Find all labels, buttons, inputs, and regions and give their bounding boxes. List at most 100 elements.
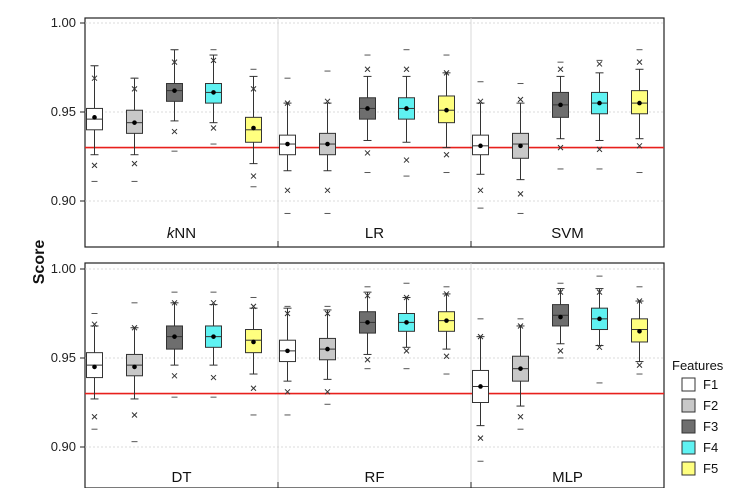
legend: Features F1 F2 F3 F4 F5	[672, 358, 724, 476]
outlier-marker	[477, 187, 484, 194]
mean-point	[172, 334, 177, 339]
legend-swatch-f5	[681, 461, 696, 476]
mean-point	[444, 318, 449, 323]
legend-swatch-f4	[681, 440, 696, 455]
outlier-marker	[210, 57, 217, 64]
model-label-rf: RF	[365, 469, 385, 486]
mean-point	[325, 346, 330, 352]
outlier-marker	[171, 59, 178, 66]
legend-title: Features	[672, 358, 724, 373]
outlier-marker	[91, 321, 98, 328]
mean-point	[251, 125, 256, 131]
legend-label-f5: F5	[703, 461, 718, 476]
outlier-marker	[324, 388, 331, 395]
model-label-italic-part: k	[167, 225, 176, 242]
legend-label-f1: F1	[703, 377, 718, 392]
outlier-marker	[443, 291, 450, 297]
mean-point	[92, 115, 97, 120]
legend-swatch-f2	[681, 398, 696, 413]
outlier-marker	[517, 323, 524, 329]
outlier-marker	[596, 289, 603, 295]
model-label-rest-part: NN	[174, 225, 196, 242]
outlier-marker	[91, 413, 98, 420]
outlier-marker	[364, 292, 371, 299]
mean-point	[478, 384, 483, 389]
mean-point	[172, 88, 177, 93]
outlier-marker	[443, 353, 450, 360]
outlier-marker	[171, 372, 178, 379]
outlier-marker	[324, 187, 331, 194]
outlier-marker	[284, 100, 291, 106]
outlier-marker	[477, 333, 484, 340]
mean-point	[444, 107, 449, 113]
outlier-marker	[477, 98, 484, 105]
y-tick-label: 0.95	[51, 350, 76, 365]
mean-point	[637, 329, 642, 334]
outlier-marker	[324, 310, 331, 317]
outlier-marker	[403, 66, 410, 73]
legend-label-f4: F4	[703, 440, 718, 455]
panel-frame	[84, 17, 665, 248]
mean-point	[132, 364, 137, 370]
outlier-marker	[250, 86, 257, 92]
legend-swatch-f3	[681, 419, 696, 434]
mean-point	[211, 90, 216, 95]
y-tick-label: 0.95	[51, 104, 76, 119]
legend-swatch-f1	[681, 377, 696, 392]
outlier-marker	[284, 388, 291, 395]
outlier-marker	[210, 374, 217, 381]
outlier-marker	[364, 150, 371, 156]
mean-point	[518, 366, 523, 371]
outlier-marker	[284, 187, 291, 194]
mean-point	[478, 143, 483, 149]
model-label-mlp: MLP	[552, 469, 583, 486]
outlier-marker	[557, 66, 564, 73]
mean-point	[325, 141, 330, 147]
mean-point	[637, 100, 642, 106]
mean-point	[558, 314, 563, 320]
outlier-marker	[557, 348, 564, 354]
model-label-dt: DT	[172, 469, 192, 486]
outlier-marker	[557, 144, 564, 151]
outlier-marker	[171, 299, 178, 306]
outlier-marker	[636, 362, 643, 368]
outlier-marker	[443, 151, 450, 158]
outlier-marker	[517, 96, 524, 103]
outlier-marker	[284, 310, 291, 317]
outlier-marker	[517, 413, 524, 420]
outlier-marker	[517, 191, 524, 197]
outlier-marker	[91, 162, 98, 169]
outlier-marker	[131, 160, 138, 167]
mean-point	[92, 364, 97, 370]
outlier-marker	[250, 303, 257, 310]
outlier-marker	[596, 344, 603, 351]
y-axis-label: Score	[31, 240, 48, 285]
mean-point	[211, 334, 216, 339]
mean-point	[285, 141, 290, 147]
outlier-marker	[210, 299, 217, 306]
mean-point	[365, 320, 370, 325]
outlier-marker	[403, 157, 410, 163]
outlier-marker	[324, 98, 331, 105]
legend-label-f3: F3	[703, 419, 718, 434]
y-tick-label: 0.90	[51, 193, 76, 208]
outlier-marker	[364, 356, 371, 363]
y-tick-label: 1.00	[51, 261, 76, 276]
outlier-marker	[443, 69, 450, 76]
outlier-marker	[636, 298, 643, 304]
panel-1: 1.00 0.95 0.90 kNN LR SVM	[51, 15, 665, 248]
model-label-svm: SVM	[551, 225, 584, 242]
mean-point	[518, 143, 523, 149]
mean-point	[597, 316, 602, 322]
y-tick-label: 0.90	[51, 439, 76, 454]
outlier-marker	[171, 128, 178, 135]
outlier-marker	[210, 125, 217, 131]
outlier-marker	[131, 324, 138, 331]
mean-point	[558, 102, 563, 108]
mean-point	[404, 320, 409, 325]
outlier-marker	[596, 146, 603, 153]
outlier-marker	[131, 412, 138, 418]
outlier-marker	[250, 173, 257, 179]
mean-point	[251, 339, 256, 345]
